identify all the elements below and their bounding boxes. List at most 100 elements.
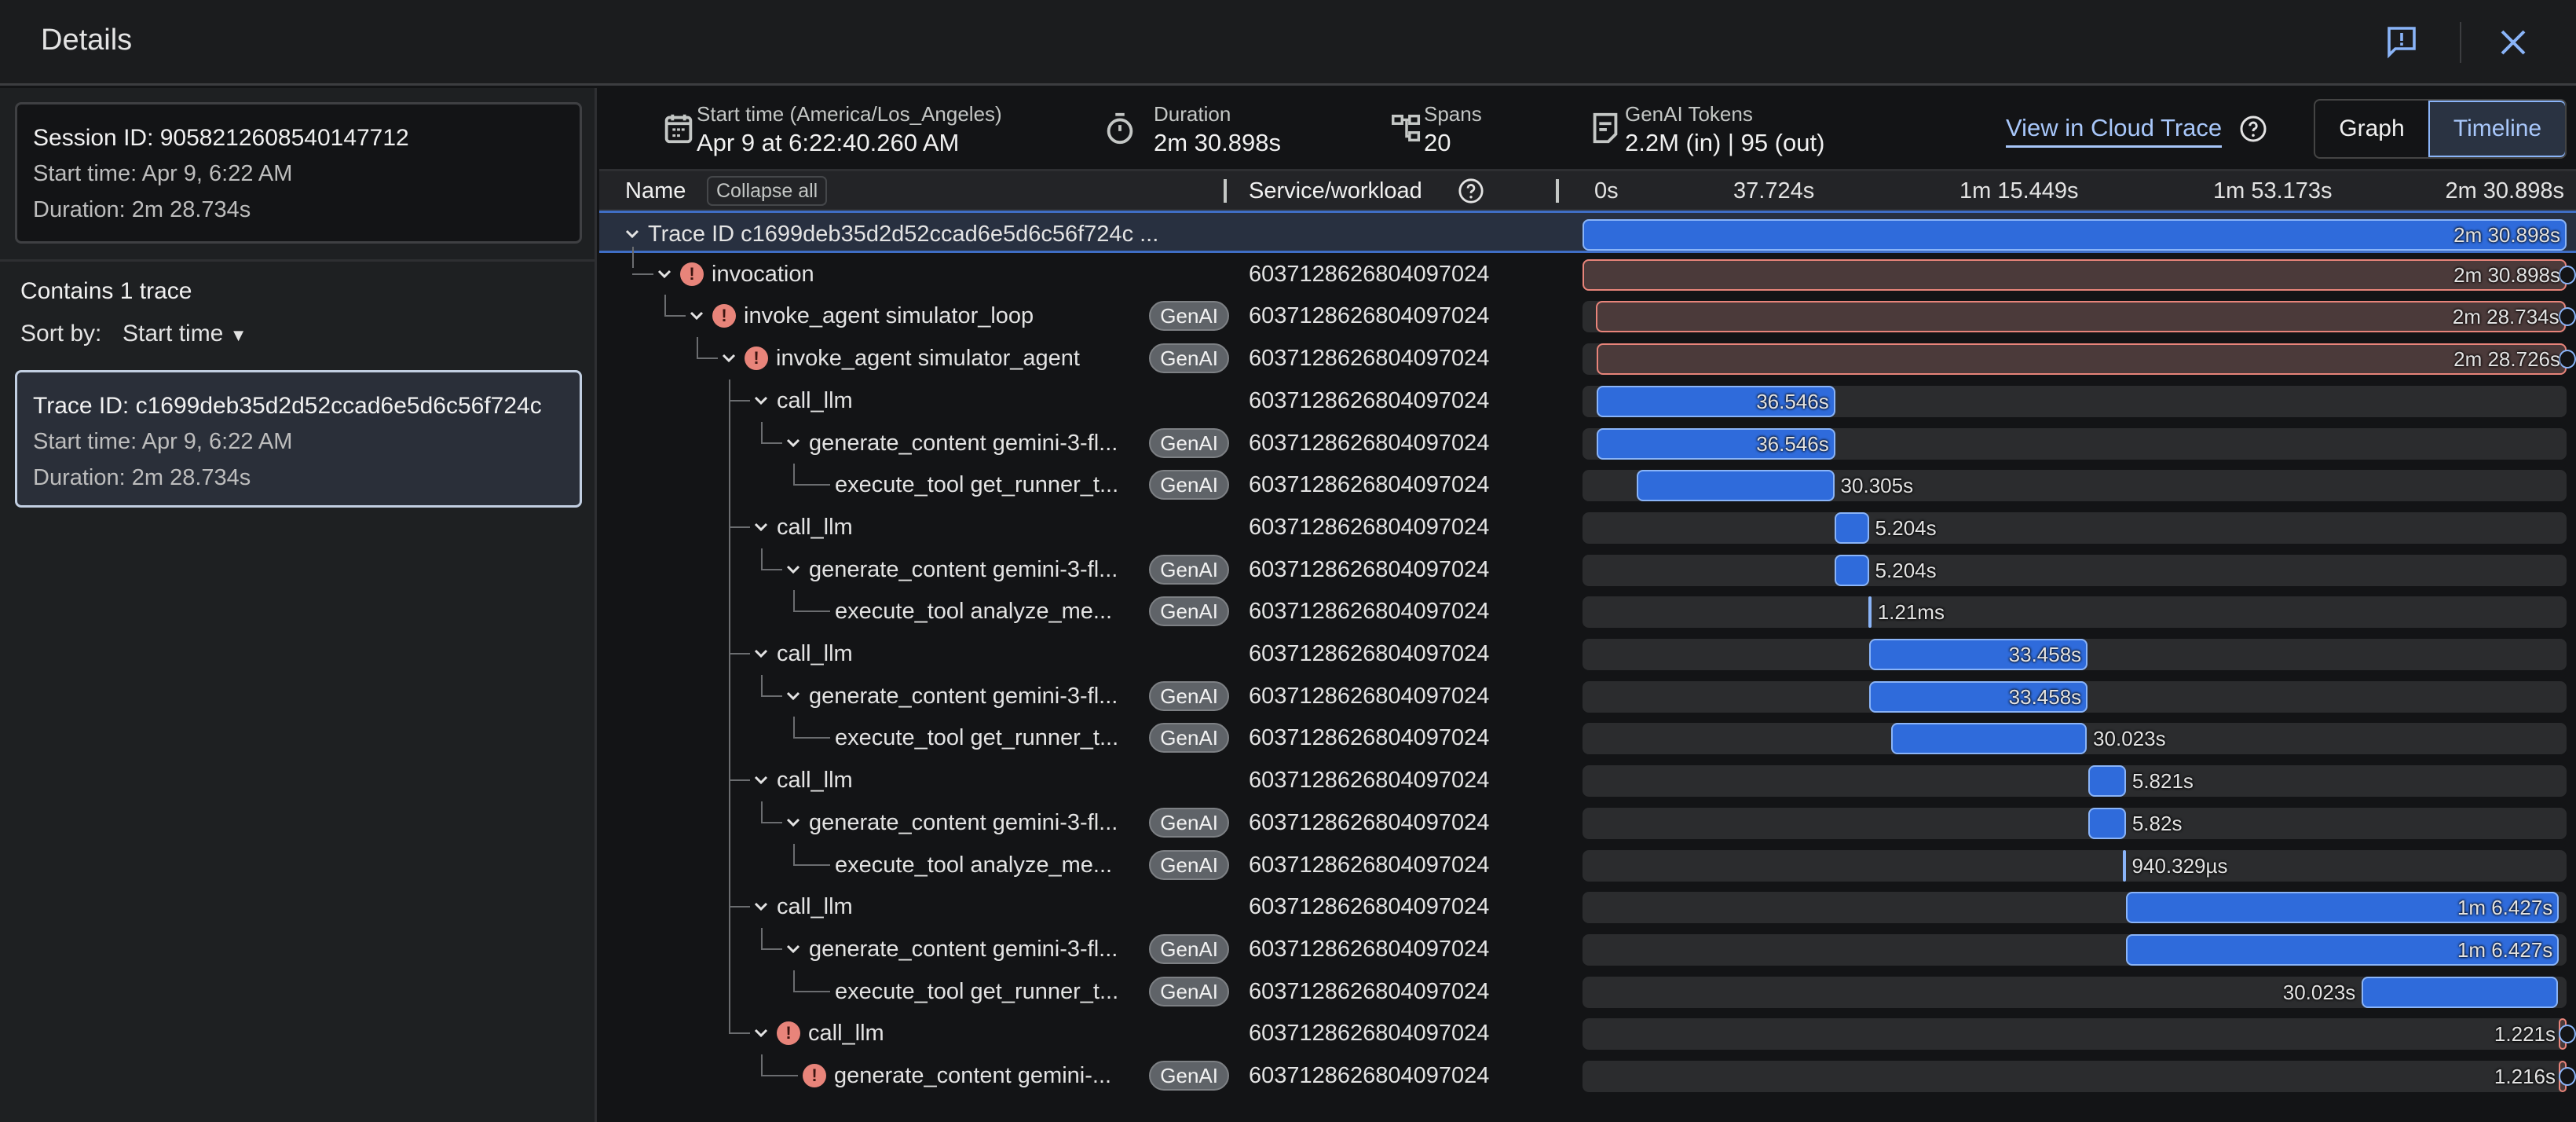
service-column-resize-handle[interactable] <box>1556 179 1559 203</box>
span-row[interactable]: execute_tool analyze_me... GenAI 603712862… <box>599 843 2576 886</box>
span-row[interactable]: generate_content gemini-3-fl... GenAI 6037… <box>599 548 2576 591</box>
close-icon[interactable] <box>2494 24 2532 61</box>
timeline-bar[interactable] <box>1869 680 2088 713</box>
timeline-bar[interactable] <box>1868 596 1872 629</box>
chevron-down-icon[interactable] <box>752 771 770 790</box>
timeline-bar[interactable] <box>2125 933 2560 966</box>
column-header <box>599 171 2576 211</box>
chevron-down-icon[interactable] <box>784 940 803 959</box>
span-end-marker <box>2559 307 2576 327</box>
timeline-bar[interactable] <box>1835 512 1869 544</box>
timeline-bar[interactable] <box>1890 723 2088 755</box>
genai-badge: GenAI <box>1149 680 1229 711</box>
span-row[interactable]: ! invoke_agent simulator_loop GenAI 6037128… <box>599 295 2576 337</box>
timeline-bar[interactable] <box>2122 849 2126 882</box>
view-in-cloud-trace-link[interactable]: View in Cloud Trace <box>2006 114 2223 148</box>
chevron-down-icon[interactable] <box>784 560 803 579</box>
span-row[interactable]: ! invocation 6037128626804097024 2m 30.898s <box>599 246 2576 295</box>
span-row[interactable]: call_llm 6037128626804097024 36.546s <box>599 379 2576 422</box>
timeline-bar[interactable] <box>1595 301 2566 333</box>
session-card: Session ID: 9058212608540147712 Start ti… <box>15 102 582 244</box>
spans-label: Spans <box>1424 102 1482 126</box>
span-name: execute_tool get_runner_t... <box>835 725 1119 751</box>
service-column-header: Service/workload <box>1249 178 1422 204</box>
tree-connector <box>793 990 830 992</box>
bar-duration-label: 33.458s <box>2008 643 2082 666</box>
span-row[interactable]: ! call_llm 6037128626804097024 1.221s <box>599 1012 2576 1054</box>
timeline-bar[interactable] <box>2088 765 2126 798</box>
tree-connector <box>761 568 782 570</box>
chevron-down-icon[interactable] <box>752 644 770 663</box>
bar-duration-label: 36.546s <box>1756 431 1829 456</box>
tree-connector <box>729 1032 750 1035</box>
chevron-down-icon[interactable] <box>719 349 738 368</box>
service-workload: 6037128626804097024 <box>1249 978 1490 1004</box>
dialog-header <box>0 0 2576 86</box>
span-row[interactable]: call_llm 6037128626804097024 5.204s <box>599 505 2576 548</box>
help-icon[interactable] <box>2239 115 2267 143</box>
tree-connector <box>729 843 730 886</box>
timeline-bar[interactable] <box>1835 554 1869 586</box>
span-name: call_llm <box>808 1021 884 1047</box>
timeline-bar[interactable] <box>1597 385 1835 417</box>
timeline-bar[interactable] <box>1583 258 2567 291</box>
timeline-bar[interactable] <box>1636 470 1835 502</box>
sort-dropdown[interactable]: Start time ▼ <box>123 321 247 347</box>
genai-badge: GenAI <box>1149 343 1229 374</box>
tree-connector <box>793 590 795 612</box>
span-row[interactable]: execute_tool get_runner_t... GenAI 6037128… <box>599 970 2576 1013</box>
span-row[interactable]: generate_content gemini-3-fl... GenAI 6037… <box>599 927 2576 970</box>
genai-badge: GenAI <box>1149 301 1229 332</box>
chevron-down-icon[interactable] <box>752 391 770 410</box>
timeline-bar[interactable] <box>2362 976 2558 1008</box>
span-name: call_llm <box>777 387 853 413</box>
span-row[interactable]: generate_content gemini-3-fl... GenAI 6037… <box>599 674 2576 717</box>
genai-badge: GenAI <box>1149 849 1229 880</box>
span-row[interactable]: call_llm 6037128626804097024 5.821s <box>599 759 2576 802</box>
span-row[interactable]: call_llm 6037128626804097024 1m 6.427s <box>599 886 2576 929</box>
graph-view-button[interactable]: Graph <box>2339 116 2405 141</box>
timeline-bar[interactable] <box>1597 343 2567 376</box>
timeline-bar[interactable] <box>1583 219 2567 251</box>
feedback-icon[interactable] <box>2383 24 2420 61</box>
tree-connector <box>729 590 730 633</box>
span-row[interactable]: execute_tool get_runner_t... GenAI 6037128… <box>599 464 2576 507</box>
chevron-down-icon[interactable] <box>623 225 642 244</box>
span-row[interactable]: execute_tool analyze_me... GenAI 603712862… <box>599 590 2576 633</box>
name-column-resize-handle[interactable] <box>1224 179 1227 203</box>
span-row[interactable]: generate_content gemini-3-fl... GenAI 6037… <box>599 421 2576 464</box>
chevron-down-icon[interactable] <box>752 1024 770 1043</box>
chevron-down-icon[interactable] <box>655 265 674 284</box>
trace-row[interactable]: Trace ID c1699deb35d2d52ccad6e5d6c56f724… <box>599 211 2576 253</box>
chevron-down-icon[interactable] <box>752 518 770 537</box>
chevron-down-icon[interactable] <box>784 813 803 832</box>
genai-badge: GenAI <box>1149 723 1229 754</box>
timeline-bar[interactable] <box>1869 639 2088 670</box>
span-row[interactable]: execute_tool get_runner_t... GenAI 6037128… <box>599 717 2576 760</box>
span-row[interactable]: call_llm 6037128626804097024 33.458s <box>599 632 2576 675</box>
collapse-all-button[interactable]: Collapse all <box>707 176 828 206</box>
span-name: call_llm <box>777 894 853 920</box>
tree-connector <box>761 927 763 949</box>
header-divider <box>2460 22 2461 63</box>
span-row[interactable]: ! invoke_agent simulator_agent GenAI 603712… <box>599 337 2576 380</box>
timeline-view-button[interactable]: Timeline <box>2428 101 2565 157</box>
chevron-down-icon[interactable] <box>687 306 706 325</box>
span-name: invoke_agent simulator_agent <box>776 346 1080 372</box>
timeline-bar[interactable] <box>2125 892 2560 924</box>
trace-card[interactable]: Trace ID: c1699deb35d2d52ccad6e5d6c56f72… <box>15 370 582 508</box>
help-icon[interactable] <box>1458 178 1484 204</box>
tree-connector <box>793 843 795 865</box>
span-name: Trace ID c1699deb35d2d52ccad6e5d6c56f724… <box>648 222 1159 247</box>
service-workload: 6037128626804097024 <box>1249 894 1490 920</box>
span-row[interactable]: ! generate_content gemini-... GenAI 6037128… <box>599 1054 2576 1097</box>
chevron-down-icon[interactable] <box>784 687 803 706</box>
span-row[interactable]: generate_content gemini-3-fl... GenAI 6037… <box>599 801 2576 844</box>
tree-connector <box>761 695 782 697</box>
timeline-bar[interactable] <box>1597 427 1835 460</box>
chevron-down-icon[interactable] <box>752 897 770 916</box>
timeline-bar[interactable] <box>2088 807 2126 839</box>
chevron-down-icon[interactable] <box>784 434 803 453</box>
genai-badge: GenAI <box>1149 427 1229 458</box>
error-icon: ! <box>745 346 768 371</box>
